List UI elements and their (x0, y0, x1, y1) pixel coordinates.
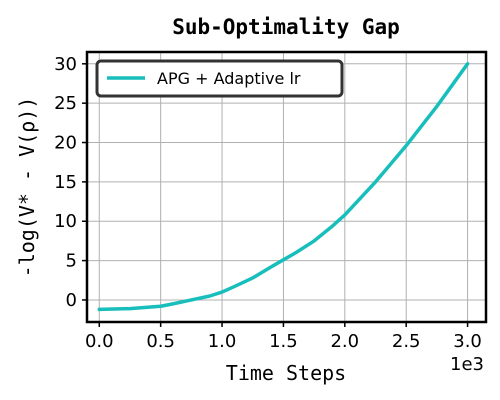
x-tick-label: 2.0 (330, 331, 359, 352)
y-tick-label: 30 (54, 54, 77, 75)
legend-box (95, 59, 344, 98)
x-axis-label: Time Steps (226, 361, 346, 385)
y-tick-label: 5 (66, 251, 77, 272)
x-tick-label: 2.5 (392, 331, 421, 352)
x-axis: 0.0 0.5 1.0 1.5 2.0 2.5 3.0 (85, 322, 482, 352)
x-offset-label: 1e3 (450, 354, 484, 375)
x-tick-label: 1.5 (269, 331, 298, 352)
y-tick-label: 0 (66, 290, 77, 311)
legend-label: APG + Adaptive lr (157, 69, 301, 88)
y-tick-label: 15 (54, 172, 77, 193)
y-axis-label: -log(V* - V(ρ)) (15, 97, 39, 278)
x-tick-label: 0.5 (146, 331, 175, 352)
plot-frame (85, 50, 488, 324)
legend: APG + Adaptive lr (95, 59, 344, 98)
y-tick-label: 10 (54, 211, 77, 232)
chart-title: Sub-Optimality Gap (172, 15, 400, 39)
y-axis: 0 5 10 15 20 25 30 (54, 54, 87, 311)
x-tick-label: 1.0 (208, 331, 237, 352)
series-layer (97, 62, 470, 312)
x-tick-label: 3.0 (453, 331, 482, 352)
x-tick-label: 0.0 (85, 331, 114, 352)
series-line (97, 62, 470, 312)
y-tick-label: 20 (54, 133, 77, 154)
y-tick-label: 25 (54, 93, 77, 114)
